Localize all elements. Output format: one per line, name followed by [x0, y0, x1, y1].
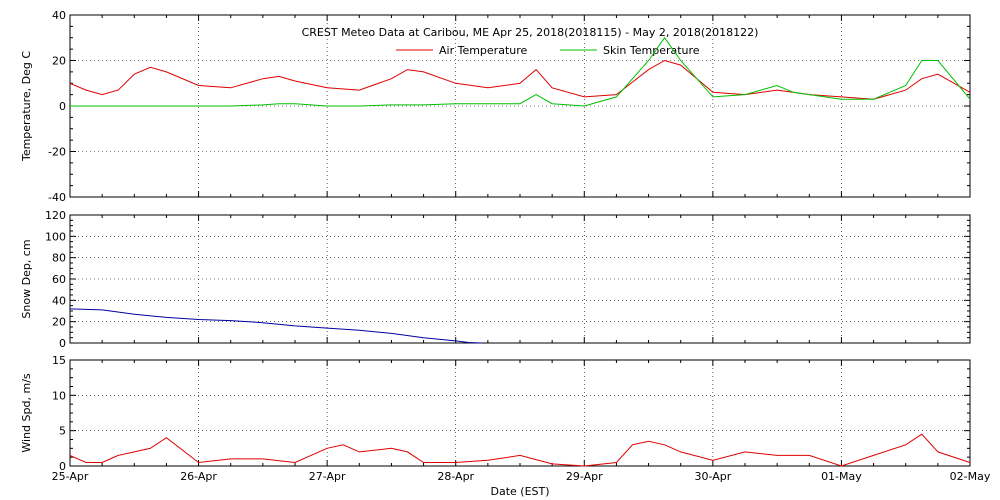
series-skin-temperature	[70, 36, 971, 107]
y-tick-label: 60	[52, 273, 66, 286]
series-air-temperature	[69, 59, 971, 100]
x-tick-label: 27-Apr	[309, 470, 346, 483]
y-tick-label: 5	[59, 425, 66, 438]
series-snow-depth	[69, 308, 482, 344]
x-tick-label: 02-May	[950, 470, 991, 483]
x-tick-label: 01-May	[821, 470, 862, 483]
legend-label-air-temperature: Air Temperature	[439, 44, 528, 57]
y-tick-label: 100	[45, 230, 66, 243]
legend-label-skin-temperature: Skin Temperature	[603, 44, 700, 57]
series-wind-speed	[69, 433, 971, 467]
y-tick-label: -20	[48, 146, 66, 159]
y-tick-label: 120	[45, 209, 66, 222]
plot-frame	[69, 359, 971, 467]
y-tick-label: 10	[52, 389, 66, 402]
y-axis-label: Temperature, Deg C	[20, 51, 33, 162]
y-axis-label: Wind Spd, m/s	[20, 373, 33, 453]
legend: Air Temperature Skin Temperature	[396, 44, 700, 57]
y-tick-label: 0	[59, 337, 66, 350]
y-tick-label: 15	[52, 354, 66, 367]
y-tick-label: 40	[52, 294, 66, 307]
x-axis-label: Date (EST)	[490, 485, 549, 498]
snow-depth-panel: 0 20 40 60 80 100 120 Snow Dep, cm	[20, 209, 971, 350]
y-axis-label: Snow Dep, cm	[20, 239, 33, 318]
x-tick-label: 25-Apr	[52, 470, 89, 483]
wind-speed-panel: 0 5 10 15 Wind Spd, m/s	[20, 354, 971, 473]
x-tick-label: 26-Apr	[180, 470, 217, 483]
x-tick-label: 28-Apr	[437, 470, 474, 483]
x-axis-tick-labels: 25-Apr 26-Apr 27-Apr 28-Apr 29-Apr 30-Apr 01-M…	[52, 470, 991, 483]
y-tick-label: 80	[52, 252, 66, 265]
y-tick-label: 20	[52, 55, 66, 68]
y-tick-label: 0	[59, 100, 66, 113]
temperature-panel: -40 -20 0 20 40 Temperature, Deg C	[20, 9, 971, 204]
x-tick-label: 29-Apr	[566, 470, 603, 483]
y-tick-label: 0	[59, 460, 66, 473]
chart-title: CREST Meteo Data at Caribou, ME Apr 25, …	[302, 26, 759, 39]
y-tick-label: 40	[52, 9, 66, 22]
y-tick-label: 20	[52, 316, 66, 329]
x-tick-label: 30-Apr	[694, 470, 731, 483]
y-tick-label: -40	[48, 191, 66, 204]
